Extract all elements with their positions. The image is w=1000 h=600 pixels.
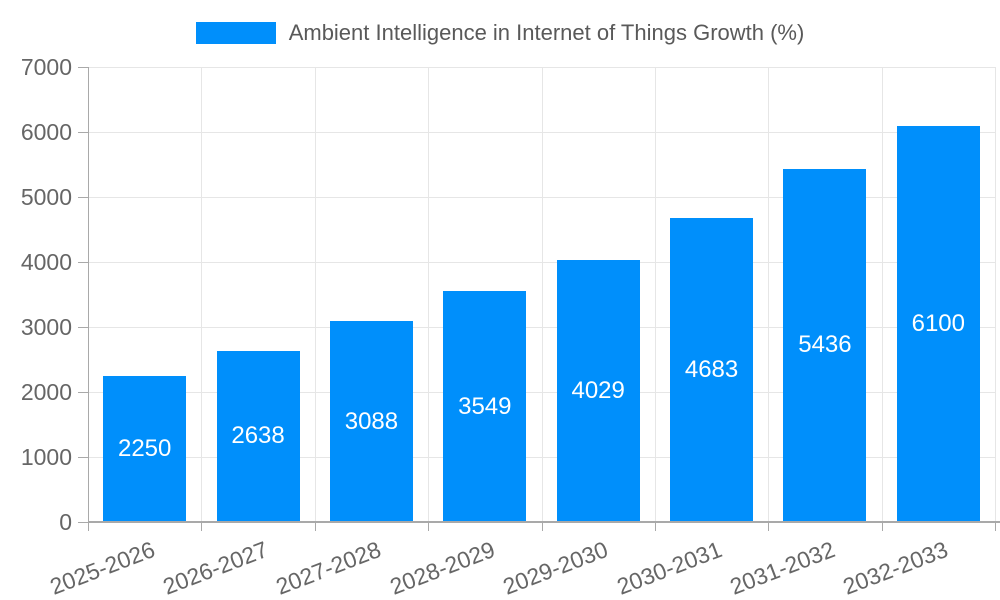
x-axis-tick [88, 522, 89, 531]
x-gridline [995, 67, 996, 522]
y-axis-tick [78, 197, 88, 198]
y-axis-tick [78, 327, 88, 328]
y-axis-tick-label: 1000 [20, 444, 72, 470]
plot-area: 2250 2638 3088 3549 4029 4683 5436 6100 [78, 67, 1000, 531]
x-axis-tick [541, 522, 543, 531]
x-axis-tick [428, 522, 430, 531]
bar[interactable]: 6100 [896, 125, 980, 522]
x-axis-category-label: 2025-2026 [45, 536, 159, 600]
y-axis-tick [78, 392, 88, 393]
y-axis-tick-label: 0 [59, 509, 72, 535]
bar[interactable]: 4683 [670, 217, 754, 522]
bar[interactable]: 2250 [103, 375, 187, 522]
x-gridline [881, 67, 883, 522]
x-axis-tick [995, 522, 996, 531]
x-axis-category-label: 2032-2033 [839, 536, 952, 600]
x-gridline [201, 67, 203, 522]
x-axis-tick [768, 522, 770, 531]
y-axis-tick-label: 5000 [20, 184, 72, 210]
legend-label: Ambient Intelligence in Internet of Thin… [288, 20, 805, 45]
x-gridline [428, 67, 430, 522]
x-axis-category-label: 2029-2030 [499, 536, 612, 600]
x-axis-tick [654, 522, 656, 531]
bar-value-label: 4683 [684, 355, 739, 383]
x-axis-category-label: 2028-2029 [386, 536, 499, 600]
x-axis-tick [881, 522, 883, 531]
y-axis-tick-label: 2000 [20, 379, 72, 405]
y-axis-tick-label: 6000 [20, 119, 72, 145]
bar[interactable]: 3549 [443, 291, 527, 522]
x-axis-tick [201, 522, 203, 531]
legend-item[interactable]: Ambient Intelligence in Internet of Thin… [0, 20, 1000, 46]
bar[interactable]: 3088 [329, 321, 413, 522]
bar-value-label: 3088 [344, 407, 399, 435]
bar-value-label: 5436 [798, 331, 852, 359]
y-axis-tick [78, 457, 88, 458]
bar[interactable]: 5436 [783, 168, 867, 522]
y-axis-line [88, 67, 89, 522]
y-axis-tick [78, 522, 88, 523]
y-axis-tick-label: 3000 [20, 314, 72, 340]
y-axis-tick [78, 262, 88, 263]
bar[interactable]: 4029 [556, 260, 640, 522]
bar-value-label: 3549 [458, 392, 512, 420]
y-axis-tick-label: 4000 [20, 249, 72, 275]
bar[interactable]: 2638 [216, 350, 300, 522]
x-gridline [654, 67, 656, 522]
bar-value-label: 6100 [911, 309, 965, 337]
x-axis-tick [314, 522, 316, 531]
x-axis-category-label: 2026-2027 [159, 536, 272, 600]
x-gridline [314, 67, 316, 522]
x-axis-category-label: 2031-2032 [726, 536, 839, 600]
y-axis-tick [78, 132, 88, 133]
bar-value-label: 2638 [231, 422, 285, 450]
bar-value-label: 4029 [571, 377, 625, 405]
x-axis-category-label: 2030-2031 [612, 536, 725, 600]
bar-value-label: 2250 [117, 434, 172, 462]
x-axis-line [88, 521, 1000, 523]
x-gridline [541, 67, 543, 522]
x-gridline [768, 67, 770, 522]
x-axis-category-label: 2027-2028 [272, 536, 385, 600]
legend-swatch [195, 22, 276, 44]
y-axis-tick [78, 67, 88, 68]
y-axis-tick-label: 7000 [20, 54, 72, 80]
